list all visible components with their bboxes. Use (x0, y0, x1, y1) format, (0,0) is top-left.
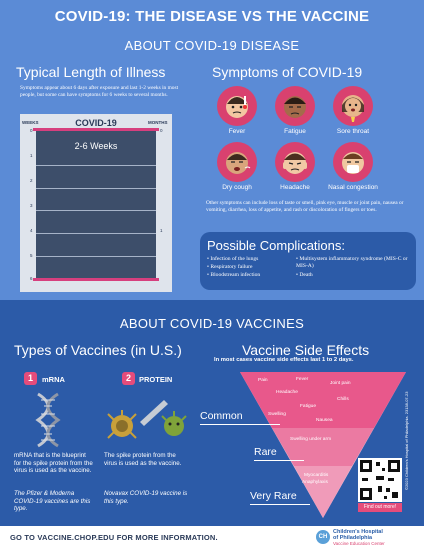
side-effect-item: Headache (276, 390, 298, 395)
footer-bar (0, 526, 424, 550)
protein-description: The spike protein from the virus is used… (104, 452, 182, 467)
side-effect-item: Anaphylaxis (302, 480, 328, 485)
protein-note: Novavax COVID-19 vaccine is this type. (104, 490, 188, 505)
side-effect-item: Joint pain (330, 381, 351, 386)
fever-icon (217, 86, 257, 126)
symptom-label: Fever (228, 128, 246, 135)
left-axis-label: WEEKS (22, 120, 39, 125)
symptom-label: Headache (280, 184, 310, 191)
org-name: Children's Hospital of Philadelphia Vacc… (333, 529, 385, 547)
chart-gridline (36, 165, 156, 166)
side-effect-item: Pain (258, 378, 268, 383)
symptom-label: Fatigue (284, 128, 306, 135)
chart-top-bar (33, 128, 159, 131)
qr-code[interactable] (358, 458, 402, 502)
left-tick: 0 (30, 128, 33, 133)
qr-caption: Find out more! (358, 503, 402, 512)
side-effects-triangle (240, 372, 406, 518)
side-effect-item: Myocarditis (304, 473, 329, 478)
complications-box (200, 232, 416, 290)
protein-label: PROTEIN (139, 375, 173, 384)
spike-protein-icon (104, 392, 194, 455)
complication-item: • Bloodstream infection (207, 272, 261, 278)
right-tick: 0 (160, 128, 163, 133)
right-tick: 1 (160, 228, 163, 233)
side-effect-item: Chills (337, 397, 349, 402)
side-effects-subtitle: In most cases vaccine side effects last … (214, 357, 354, 363)
dry-cough-icon (217, 142, 257, 182)
side-effects-heading: Vaccine Side Effects (242, 342, 370, 358)
rare-label: Rare (254, 446, 277, 458)
left-tick: 1 (30, 153, 33, 158)
disease-section-title: ABOUT COVID-19 DISEASE (124, 38, 300, 53)
org-name-line: of Philadelphia (333, 535, 373, 541)
nasal-congestion-icon (333, 142, 373, 182)
illness-heading: Typical Length of Illness (16, 64, 166, 80)
very-rare-line (250, 504, 310, 505)
complication-item: • Respiratory failure (207, 264, 253, 270)
other-symptoms-text: Other symptoms can include loss of taste… (206, 200, 404, 213)
protein-number: 2 (122, 372, 135, 385)
right-axis-label: MONTHS (148, 120, 168, 125)
chop-logo-icon: CH (316, 530, 330, 544)
symptoms-heading: Symptoms of COVID-19 (212, 64, 363, 80)
illness-chart-plot (36, 131, 156, 280)
complication-item: • Infection of the lungs (207, 256, 259, 262)
mrna-note: The Pfizer & Moderna COVID-19 vaccines a… (14, 490, 91, 513)
complication-item: • Multisystem inflammatory syndrome (MIS… (296, 256, 408, 270)
symptom-label: Dry cough (222, 184, 252, 191)
copyright-credit: ©2023 Children's Hospital of Philadelphi… (404, 392, 409, 490)
side-effect-item: Nausea (316, 418, 333, 423)
rare-line (254, 460, 304, 461)
complication-item: • Death (296, 272, 313, 278)
mrna-label: mRNA (42, 375, 65, 384)
common-line (200, 424, 280, 425)
chart-bottom-bar (33, 278, 159, 281)
chart-gridline (36, 210, 156, 211)
common-label: Common (200, 410, 243, 422)
side-effect-item: Fatigue (300, 404, 316, 409)
side-effect-item: Swelling (268, 412, 286, 417)
org-name-line: Children's Hospital (333, 529, 383, 535)
org-subname: Vaccine Education Center (333, 541, 385, 546)
vaccine-types-heading: Types of Vaccines (in U.S.) (14, 342, 182, 358)
dna-helix-icon (32, 392, 64, 453)
side-effect-item: Fever (296, 377, 309, 382)
footer-link-text[interactable]: GO TO VACCINE.CHOP.EDU FOR MORE INFORMAT… (10, 533, 218, 542)
left-tick: 5 (30, 253, 33, 258)
mrna-number: 1 (24, 372, 37, 385)
very-rare-label: Very Rare (250, 490, 297, 502)
sore-throat-icon (333, 86, 373, 126)
complications-heading: Possible Complications: (207, 238, 346, 253)
illness-text: Symptoms appear about 6 days after expos… (20, 85, 179, 98)
mrna-description: mRNA that is the blueprint for the spike… (14, 452, 93, 475)
left-tick: 6 (30, 276, 33, 281)
side-effect-item: Swelling under arm (290, 437, 332, 442)
headache-icon (275, 142, 315, 182)
left-tick: 3 (30, 203, 33, 208)
symptom-label: Sore throat (336, 128, 370, 135)
symptom-label: Nasal congestion (328, 184, 378, 191)
left-tick: 4 (30, 228, 33, 233)
chart-gridline (36, 256, 156, 257)
vaccine-section-title: ABOUT COVID-19 VACCINES (119, 316, 305, 331)
chart-label: COVID-19 (75, 118, 117, 128)
left-tick: 2 (30, 178, 33, 183)
chart-gridline (36, 233, 156, 234)
weeks-label: 2-6 Weeks (74, 141, 118, 151)
page-title: COVID-19: THE DISEASE VS THE VACCINE (54, 8, 370, 25)
fatigue-icon (275, 86, 315, 126)
chart-gridline (36, 188, 156, 189)
